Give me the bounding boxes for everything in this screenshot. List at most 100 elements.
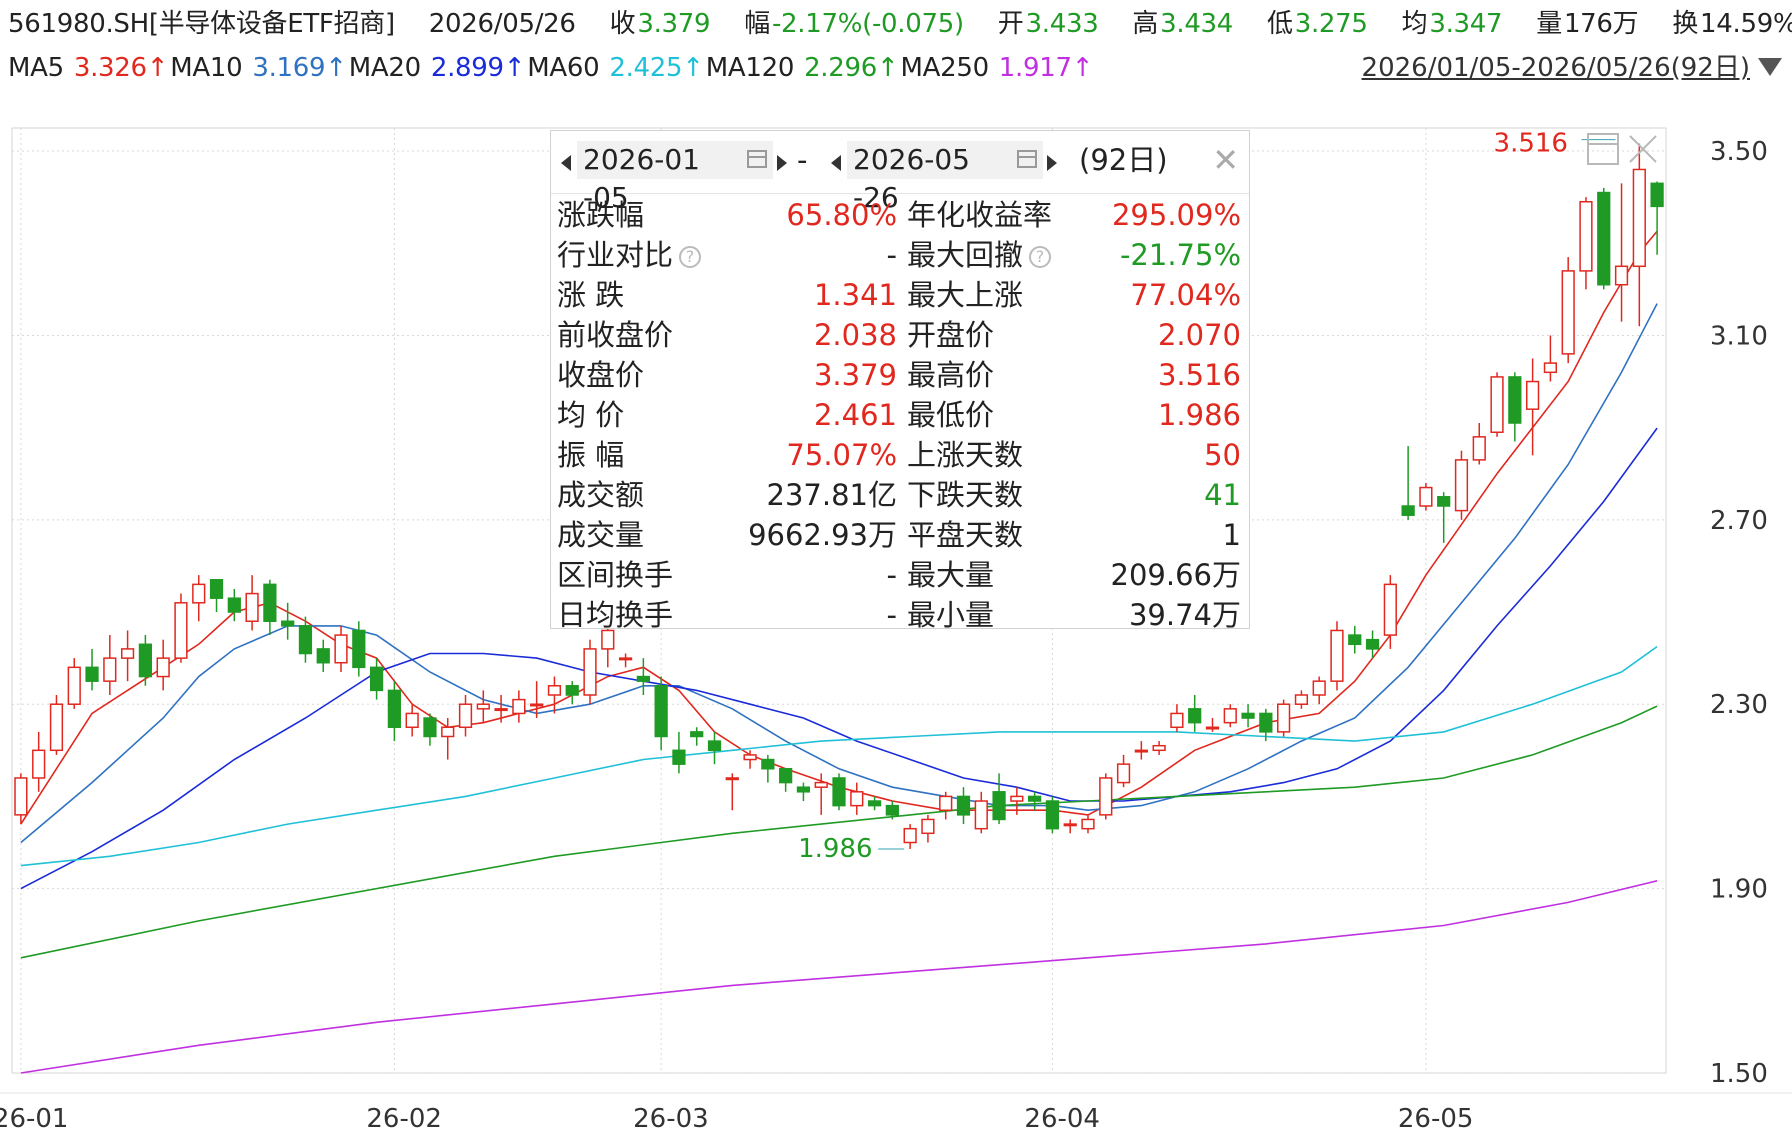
- candle-down[interactable]: [707, 740, 722, 752]
- candle-up[interactable]: [458, 703, 473, 729]
- candle-down[interactable]: [1045, 800, 1060, 830]
- candle-down[interactable]: [316, 648, 330, 664]
- candle-down[interactable]: [138, 643, 153, 678]
- candle-down[interactable]: [1508, 376, 1522, 424]
- candle-up[interactable]: [1010, 795, 1024, 802]
- candle-down[interactable]: [281, 620, 295, 627]
- candle-down[interactable]: [1365, 638, 1380, 650]
- candle-down[interactable]: [1401, 505, 1415, 516]
- candle-down[interactable]: [992, 791, 1006, 821]
- candle-up[interactable]: [974, 800, 988, 830]
- candle-up[interactable]: [725, 777, 739, 781]
- candle-up[interactable]: [1614, 265, 1629, 286]
- candle-down[interactable]: [867, 800, 882, 807]
- candle-down[interactable]: [369, 666, 384, 692]
- candle-down[interactable]: [779, 768, 793, 784]
- candle-up[interactable]: [1170, 712, 1184, 729]
- candle-up[interactable]: [32, 749, 46, 779]
- candle-up[interactable]: [618, 657, 633, 661]
- candle-up[interactable]: [476, 703, 490, 710]
- calendar-icon[interactable]: [747, 150, 767, 168]
- candle-up[interactable]: [1472, 436, 1486, 461]
- candle-down[interactable]: [690, 731, 704, 738]
- candle-up[interactable]: [334, 634, 348, 664]
- candle-up[interactable]: [1099, 777, 1113, 816]
- candle-up[interactable]: [14, 777, 28, 816]
- candle-down[interactable]: [1597, 191, 1611, 286]
- candle-up[interactable]: [67, 666, 81, 705]
- candle-up[interactable]: [814, 781, 828, 788]
- candle-up[interactable]: [1543, 362, 1558, 374]
- candle-up[interactable]: [1454, 459, 1469, 512]
- candle-up[interactable]: [1116, 763, 1131, 784]
- prev-start-date-icon[interactable]: [561, 155, 571, 171]
- candle-down[interactable]: [636, 675, 650, 682]
- candle-down[interactable]: [956, 795, 971, 816]
- candle-down[interactable]: [761, 758, 775, 770]
- candle-down[interactable]: [672, 749, 686, 765]
- candle-up[interactable]: [1152, 744, 1166, 752]
- candle-up[interactable]: [1579, 201, 1593, 272]
- candle-up[interactable]: [494, 708, 508, 712]
- calendar-icon[interactable]: [1017, 150, 1037, 168]
- candle-up[interactable]: [1063, 823, 1077, 827]
- candle-up[interactable]: [1205, 726, 1220, 730]
- candle-down[interactable]: [796, 786, 811, 793]
- candle-up[interactable]: [245, 592, 259, 622]
- candle-up[interactable]: [939, 795, 953, 811]
- candle-up[interactable]: [583, 648, 597, 696]
- candle-up[interactable]: [103, 657, 117, 682]
- candle-up[interactable]: [441, 726, 455, 738]
- help-icon[interactable]: ?: [679, 246, 702, 268]
- candle-up[interactable]: [1490, 376, 1504, 433]
- candle-up[interactable]: [1081, 818, 1095, 830]
- date-range-link[interactable]: 2026/01/05-2026/05/26(92日): [1361, 53, 1750, 83]
- candle-up[interactable]: [1525, 380, 1540, 410]
- candle-down[interactable]: [565, 685, 579, 696]
- candle-down[interactable]: [1650, 182, 1664, 208]
- candle-up[interactable]: [49, 703, 64, 752]
- candle-down[interactable]: [1437, 496, 1451, 507]
- candle-up[interactable]: [743, 754, 757, 761]
- candle-up[interactable]: [530, 703, 544, 707]
- candle-down[interactable]: [387, 689, 401, 729]
- candle-down[interactable]: [209, 579, 224, 599]
- window-icon[interactable]: [1587, 133, 1619, 165]
- candle-up[interactable]: [120, 648, 135, 659]
- candle-down[interactable]: [352, 629, 366, 669]
- prev-end-date-icon[interactable]: [831, 155, 841, 171]
- candle-up[interactable]: [405, 712, 419, 729]
- candle-up[interactable]: [1383, 583, 1397, 636]
- close-chart-icon[interactable]: [1629, 135, 1657, 163]
- candle-up[interactable]: [1223, 708, 1237, 724]
- range-dropdown-icon[interactable]: [1758, 58, 1782, 76]
- close-icon[interactable]: ✕: [1212, 141, 1239, 179]
- candle-up[interactable]: [512, 698, 526, 715]
- candle-up[interactable]: [1632, 168, 1646, 268]
- next-end-date-icon[interactable]: [1047, 155, 1057, 171]
- candle-down[interactable]: [263, 583, 277, 622]
- candle-up[interactable]: [1330, 629, 1344, 682]
- start-date-field[interactable]: 2026-01 -05: [577, 141, 773, 214]
- candle-down[interactable]: [423, 717, 437, 738]
- security-name[interactable]: 561980.SH[半导体设备ETF招商]: [8, 9, 395, 39]
- candle-down[interactable]: [1259, 712, 1273, 733]
- help-icon[interactable]: ?: [1029, 246, 1052, 268]
- candle-up[interactable]: [174, 602, 188, 659]
- candle-up[interactable]: [547, 685, 562, 696]
- candle-up[interactable]: [1277, 703, 1291, 733]
- candle-down[interactable]: [227, 597, 241, 613]
- candle-down[interactable]: [832, 777, 846, 807]
- candle-down[interactable]: [1241, 712, 1255, 719]
- candle-down[interactable]: [1028, 795, 1042, 802]
- candle-down[interactable]: [85, 666, 99, 682]
- candle-up[interactable]: [1419, 486, 1433, 507]
- end-date-field[interactable]: 2026-05 -26: [847, 141, 1043, 214]
- candle-up[interactable]: [850, 791, 864, 807]
- candle-down[interactable]: [1348, 634, 1362, 646]
- candle-down[interactable]: [298, 625, 313, 655]
- candle-up[interactable]: [921, 818, 935, 835]
- candle-up[interactable]: [192, 583, 206, 604]
- candle-up[interactable]: [1134, 749, 1148, 753]
